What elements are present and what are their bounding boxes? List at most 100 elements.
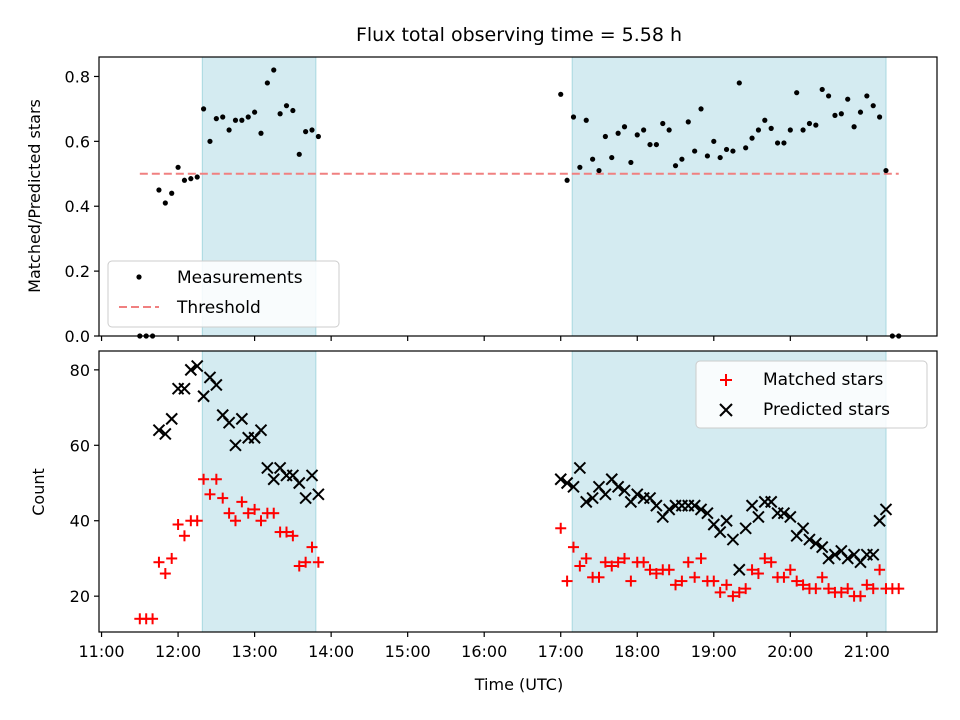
matched-stars-point xyxy=(784,564,796,576)
predicted-stars-point xyxy=(752,510,765,524)
x-tick-label: 13:00 xyxy=(232,642,278,661)
predicted-stars-point xyxy=(822,552,835,565)
predicted-stars-point xyxy=(197,390,210,403)
x-tick-label: 14:00 xyxy=(308,642,354,661)
measurement-point xyxy=(615,130,621,136)
predicted-stars-point xyxy=(764,495,778,509)
matched-stars-point xyxy=(574,560,586,572)
bottom-ylabel: Count xyxy=(29,468,48,516)
measurement-point xyxy=(660,120,666,127)
predicted-stars-point xyxy=(867,548,880,561)
measurement-point xyxy=(813,122,819,128)
matched-stars-point xyxy=(147,613,159,625)
measurement-point xyxy=(596,167,602,174)
matched-stars-point xyxy=(153,556,165,568)
matched-stars-point xyxy=(612,556,624,568)
measurement-point xyxy=(692,148,698,154)
observing-interval-shade xyxy=(201,350,317,633)
legend-measurements-label: Measurements xyxy=(177,268,303,288)
predicted-stars-point xyxy=(745,499,759,512)
observing-interval-shade xyxy=(571,56,887,337)
predicted-stars-point xyxy=(739,522,752,535)
measurement-point xyxy=(309,127,315,133)
matched-stars-point xyxy=(306,541,318,553)
y-tick-label: 0.2 xyxy=(65,262,90,281)
matched-stars-point xyxy=(242,507,254,519)
measurement-point xyxy=(232,117,239,123)
bottom-legend: Matched stars Predicted stars xyxy=(695,360,928,429)
matched-stars-point xyxy=(172,519,184,531)
matched-stars-point xyxy=(555,522,567,534)
measurement-point xyxy=(283,103,290,109)
measurement-point xyxy=(787,127,793,133)
y-tick-label: 80 xyxy=(70,361,90,380)
measurement-point xyxy=(239,117,245,123)
predicted-stars-point xyxy=(694,503,708,516)
matched-stars-point xyxy=(619,552,631,564)
predicted-stars-point xyxy=(586,491,599,505)
matched-stars-point xyxy=(663,564,675,576)
measurement-point xyxy=(653,141,659,148)
matched-stars-point xyxy=(676,575,688,587)
y-tick-label: 0.4 xyxy=(65,197,90,216)
measurement-point xyxy=(303,129,309,135)
top-legend-box xyxy=(107,260,340,328)
predicted-stars-point xyxy=(796,522,810,535)
x-tick-label: 15:00 xyxy=(385,642,431,661)
matched-stars-point xyxy=(229,515,241,527)
y-tick-label: 0.0 xyxy=(65,327,90,346)
bottom-panel: 20 40 60 80 11:00 12:00 13:00 14:00 15:00 16:00 1… xyxy=(29,350,938,694)
predicted-stars-point xyxy=(611,480,625,493)
y-tick-label: 0.8 xyxy=(65,67,90,86)
predicted-stars-point xyxy=(573,461,587,475)
y-tick-label: 20 xyxy=(70,587,90,606)
measurement-point xyxy=(832,112,838,118)
measurement-point xyxy=(213,116,219,122)
matched-stars-point xyxy=(644,564,656,576)
x-tick-label: 20:00 xyxy=(767,642,813,661)
matched-stars-point xyxy=(708,575,720,587)
matched-stars-point xyxy=(823,583,835,595)
measurement-point xyxy=(577,164,583,170)
top-ylabel: Matched/Predicted stars xyxy=(25,99,44,293)
measurement-point xyxy=(698,106,704,112)
measurement-point xyxy=(717,154,723,161)
measurement-point xyxy=(883,167,889,174)
matched-stars-point xyxy=(816,571,828,583)
measurement-point xyxy=(851,124,857,130)
x-tick-label: 12:00 xyxy=(155,642,201,661)
matched-stars-point xyxy=(842,583,854,595)
measurement-point xyxy=(730,148,736,154)
predicted-stars-point xyxy=(178,382,191,395)
y-tick-label: 40 xyxy=(70,512,90,531)
predicted-stars-point xyxy=(777,506,791,520)
predicted-stars-point xyxy=(688,499,701,512)
matched-stars-point xyxy=(580,552,592,564)
measurement-point xyxy=(749,135,755,141)
matched-stars-point xyxy=(166,552,178,564)
measurement-point xyxy=(838,111,844,117)
predicted-stars-point xyxy=(701,506,714,520)
measurement-point xyxy=(864,93,870,99)
matched-stars-point xyxy=(287,530,299,542)
measurement-point xyxy=(162,200,168,206)
matched-stars-point xyxy=(835,586,847,598)
x-tick-label: 11:00 xyxy=(78,642,124,661)
predicted-stars-point xyxy=(815,540,829,554)
predicted-stars-point xyxy=(841,552,854,565)
measurement-point xyxy=(711,138,717,144)
matched-stars-point xyxy=(191,515,203,527)
measurement-point xyxy=(194,174,200,180)
predicted-stars-point xyxy=(828,548,842,561)
predicted-stars-point xyxy=(254,424,268,437)
matched-stars-point xyxy=(255,515,267,527)
matched-stars-point xyxy=(746,564,758,576)
measurement-point xyxy=(768,125,774,131)
predicted-stars-point xyxy=(784,510,797,524)
chart-title: Flux total observing time = 5.58 h xyxy=(356,24,682,46)
matched-stars-point xyxy=(765,556,777,568)
predicted-stars-point xyxy=(152,424,166,437)
matched-stars-point xyxy=(293,560,305,572)
matched-stars-point xyxy=(752,568,764,580)
